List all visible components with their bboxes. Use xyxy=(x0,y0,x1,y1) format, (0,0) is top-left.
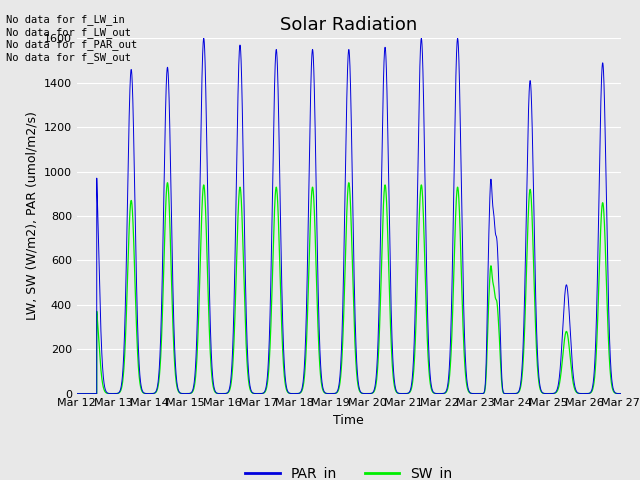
Title: Solar Radiation: Solar Radiation xyxy=(280,16,417,34)
Y-axis label: LW, SW (W/m2), PAR (umol/m2/s): LW, SW (W/m2), PAR (umol/m2/s) xyxy=(25,111,38,321)
Legend: PAR_in, SW_in: PAR_in, SW_in xyxy=(239,461,458,480)
X-axis label: Time: Time xyxy=(333,414,364,427)
Text: No data for f_LW_in
No data for f_LW_out
No data for f_PAR_out
No data for f_SW_: No data for f_LW_in No data for f_LW_out… xyxy=(6,14,138,63)
